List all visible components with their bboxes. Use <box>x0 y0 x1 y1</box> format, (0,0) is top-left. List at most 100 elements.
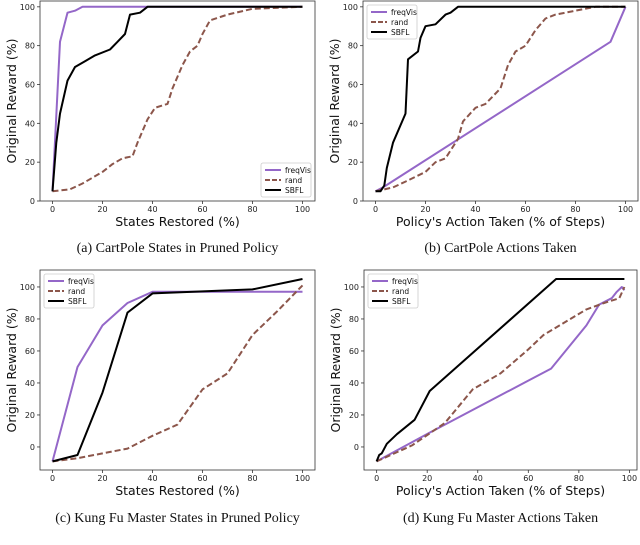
legend-label: SBFL <box>392 297 411 306</box>
y-tick-label: 20 <box>25 158 35 167</box>
legend-label: freqVis <box>391 8 417 17</box>
y-tick-label: 0 <box>30 443 35 452</box>
x-tick-label: 20 <box>420 205 430 214</box>
series-line-rand <box>375 5 626 193</box>
y-tick-label: 0 <box>353 197 358 206</box>
series-line-SBFL <box>375 5 626 193</box>
x-tick-label: 20 <box>97 205 107 214</box>
legend-box <box>367 273 419 309</box>
x-tick-label: 100 <box>618 205 633 214</box>
x-tick-label: 80 <box>574 474 584 483</box>
plot-frame <box>39 0 316 202</box>
x-tick-label: 60 <box>523 474 533 483</box>
chart-b: 0 20 40 60 80 100 0 20 40 60 80 100 Policy's Action … <box>327 0 639 256</box>
subfigure-caption: (c) Kung Fu Master States in Pruned Poli… <box>55 511 300 526</box>
legend-label: freqVis <box>392 277 418 286</box>
y-tick-label: 60 <box>349 347 359 356</box>
legend-label: freqVis <box>68 277 94 286</box>
y-tick-label: 80 <box>25 42 35 51</box>
legend-box <box>43 273 95 309</box>
x-tick-label: 0 <box>50 474 55 483</box>
legend-label: rand <box>392 287 409 296</box>
plot-frame <box>363 269 638 471</box>
series-line-freqVis <box>375 6 627 193</box>
x-tick-label: 60 <box>197 474 207 483</box>
legend-label: rand <box>68 287 85 296</box>
legend-label: SBFL <box>285 186 304 195</box>
legend-label: SBFL <box>391 28 410 37</box>
x-tick-label: 100 <box>622 474 637 483</box>
subfigure-caption: (b) CartPole Actions Taken <box>424 241 576 256</box>
chart-d: 0 20 40 60 80 100 0 20 40 60 80 100 Policy's Action … <box>328 269 638 526</box>
y-tick-label: 80 <box>349 315 359 324</box>
legend-box <box>366 4 418 40</box>
plot-frame <box>39 269 316 471</box>
subfigure-caption: (a) CartPole States in Pruned Policy <box>77 241 279 256</box>
x-tick-label: 40 <box>147 205 157 214</box>
y-tick-label: 100 <box>344 283 359 292</box>
y-tick-label: 40 <box>349 379 359 388</box>
x-tick-label: 20 <box>97 474 107 483</box>
series-line-freqVis <box>51 5 303 192</box>
y-tick-label: 60 <box>25 80 35 89</box>
y-tick-label: 100 <box>20 3 35 12</box>
legend-label: SBFL <box>68 297 87 306</box>
y-tick-label: 80 <box>348 42 358 51</box>
x-tick-label: 80 <box>247 474 257 483</box>
legend-label: freqVis <box>285 166 311 175</box>
series-line-rand <box>52 5 303 193</box>
series-line-SBFL <box>52 278 303 463</box>
x-tick-label: 60 <box>520 205 530 214</box>
y-tick-label: 40 <box>25 119 35 128</box>
series-line-rand <box>52 284 304 463</box>
legend-box <box>260 162 312 198</box>
y-axis-label: Original Reward (%) <box>327 38 342 163</box>
x-axis-label: States Restored (%) <box>115 214 240 229</box>
y-tick-label: 20 <box>349 411 359 420</box>
x-tick-label: 80 <box>570 205 580 214</box>
plot-frame <box>362 0 639 202</box>
x-tick-label: 40 <box>147 474 157 483</box>
chart-a: 0 20 40 60 80 100 0 20 40 60 80 100 States Restored … <box>4 0 316 256</box>
y-tick-label: 100 <box>20 283 35 292</box>
x-tick-label: 100 <box>295 474 310 483</box>
x-tick-label: 60 <box>197 205 207 214</box>
y-axis-label: Original Reward (%) <box>328 307 343 432</box>
y-axis-label: Original Reward (%) <box>4 38 19 163</box>
y-tick-label: 20 <box>348 158 358 167</box>
x-tick-label: 0 <box>373 205 378 214</box>
y-tick-label: 40 <box>25 379 35 388</box>
x-axis-label: Policy's Action Taken (% of Steps) <box>396 214 605 229</box>
series-line-rand <box>376 286 626 463</box>
x-tick-label: 20 <box>422 474 432 483</box>
x-tick-label: 0 <box>374 474 379 483</box>
y-tick-label: 100 <box>343 3 358 12</box>
x-tick-label: 80 <box>247 205 257 214</box>
y-tick-label: 60 <box>25 347 35 356</box>
y-tick-label: 60 <box>348 80 358 89</box>
y-tick-label: 20 <box>25 411 35 420</box>
x-tick-label: 40 <box>473 474 483 483</box>
x-tick-label: 100 <box>295 205 310 214</box>
y-tick-label: 80 <box>25 315 35 324</box>
series-line-SBFL <box>51 5 303 192</box>
x-axis-label: States Restored (%) <box>115 483 240 498</box>
x-tick-label: 40 <box>470 205 480 214</box>
legend-label: rand <box>285 176 302 185</box>
y-tick-label: 0 <box>30 197 35 206</box>
x-axis-label: Policy's Action Taken (% of Steps) <box>396 483 605 498</box>
y-axis-label: Original Reward (%) <box>4 307 19 432</box>
subfigure-caption: (d) Kung Fu Master Actions Taken <box>403 511 598 526</box>
series-line-freqVis <box>51 290 303 462</box>
y-tick-label: 0 <box>354 443 359 452</box>
legend-label: rand <box>391 18 408 27</box>
series-line-SBFL <box>375 278 625 462</box>
x-tick-label: 0 <box>50 205 55 214</box>
chart-c: 0 20 40 60 80 100 0 20 40 60 80 100 States Restored … <box>4 269 316 526</box>
y-tick-label: 40 <box>348 119 358 128</box>
